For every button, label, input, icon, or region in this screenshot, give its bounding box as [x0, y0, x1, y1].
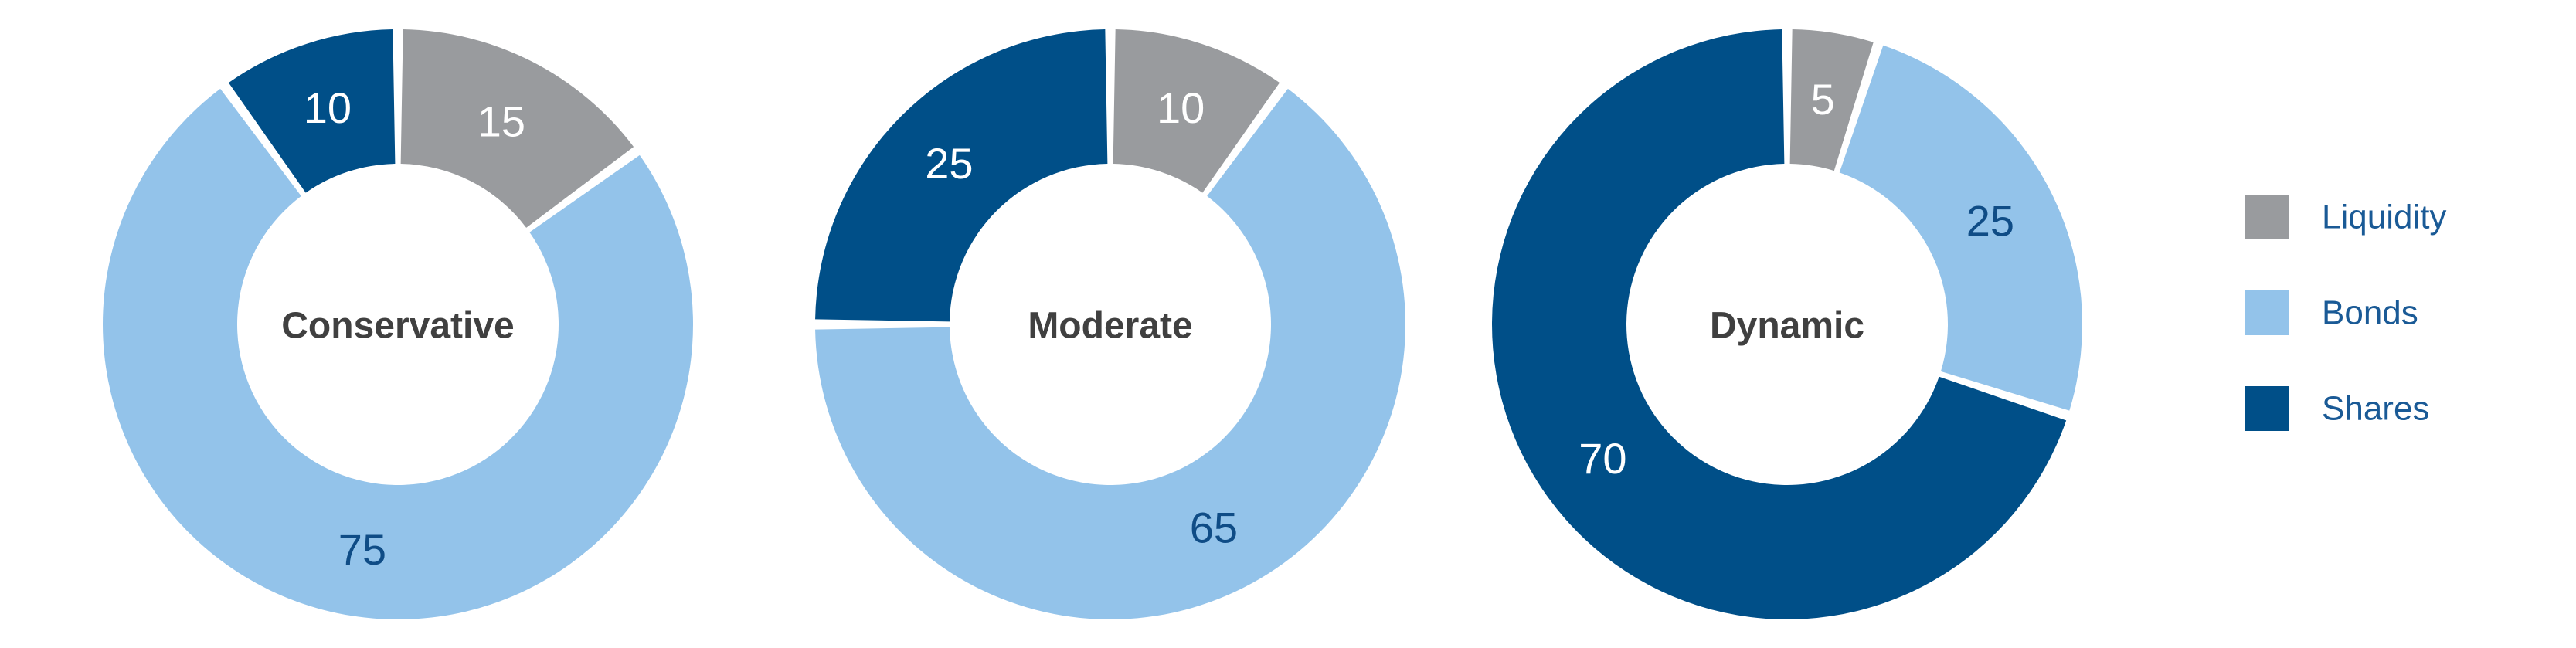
data-label-moderate-liquidity: 10: [1157, 83, 1205, 132]
data-label-conservative-liquidity: 15: [477, 97, 525, 146]
legend: Liquidity Bonds Shares: [2245, 195, 2446, 431]
donut-group: 15 75 10 Conservative 10 65 25 Moderate 5 25 70 Dyn…: [102, 29, 2082, 620]
slice-moderate-liquidity: [1113, 29, 1280, 193]
donut-dynamic: 5 25 70 Dynamic: [1491, 29, 2082, 620]
donut-moderate: 10 65 25 Moderate: [815, 29, 1405, 620]
slice-moderate-bonds: [815, 88, 1405, 620]
slice-conservative-shares: [228, 29, 396, 193]
slice-dynamic-bonds: [1839, 45, 2082, 411]
data-label-moderate-shares: 25: [925, 139, 973, 188]
data-label-conservative-bonds: 75: [338, 525, 386, 574]
legend-swatch-shares: [2245, 386, 2289, 431]
donut-title-conservative: Conservative: [281, 306, 514, 347]
data-label-dynamic-liquidity: 5: [1811, 75, 1835, 124]
data-label-dynamic-shares: 70: [1579, 434, 1626, 483]
legend-label-shares: Shares: [2322, 390, 2429, 428]
donut-title-dynamic: Dynamic: [1710, 306, 1864, 347]
data-label-moderate-bonds: 65: [1190, 503, 1238, 551]
donut-title-moderate: Moderate: [1028, 306, 1192, 347]
slice-dynamic-liquidity: [1789, 29, 1874, 171]
legend-swatch-liquidity: [2245, 195, 2289, 239]
legend-swatch-bonds: [2245, 290, 2289, 335]
legend-label-liquidity: Liquidity: [2322, 198, 2446, 236]
data-label-conservative-shares: 10: [304, 83, 352, 132]
data-label-dynamic-bonds: 25: [1966, 197, 2014, 246]
donut-conservative: 15 75 10 Conservative: [102, 29, 693, 619]
legend-label-bonds: Bonds: [2322, 294, 2418, 332]
slice-dynamic-shares: [1491, 29, 2067, 620]
slice-moderate-shares: [815, 29, 1108, 322]
slice-conservative-liquidity: [400, 29, 634, 228]
slice-conservative-bonds: [102, 88, 693, 619]
